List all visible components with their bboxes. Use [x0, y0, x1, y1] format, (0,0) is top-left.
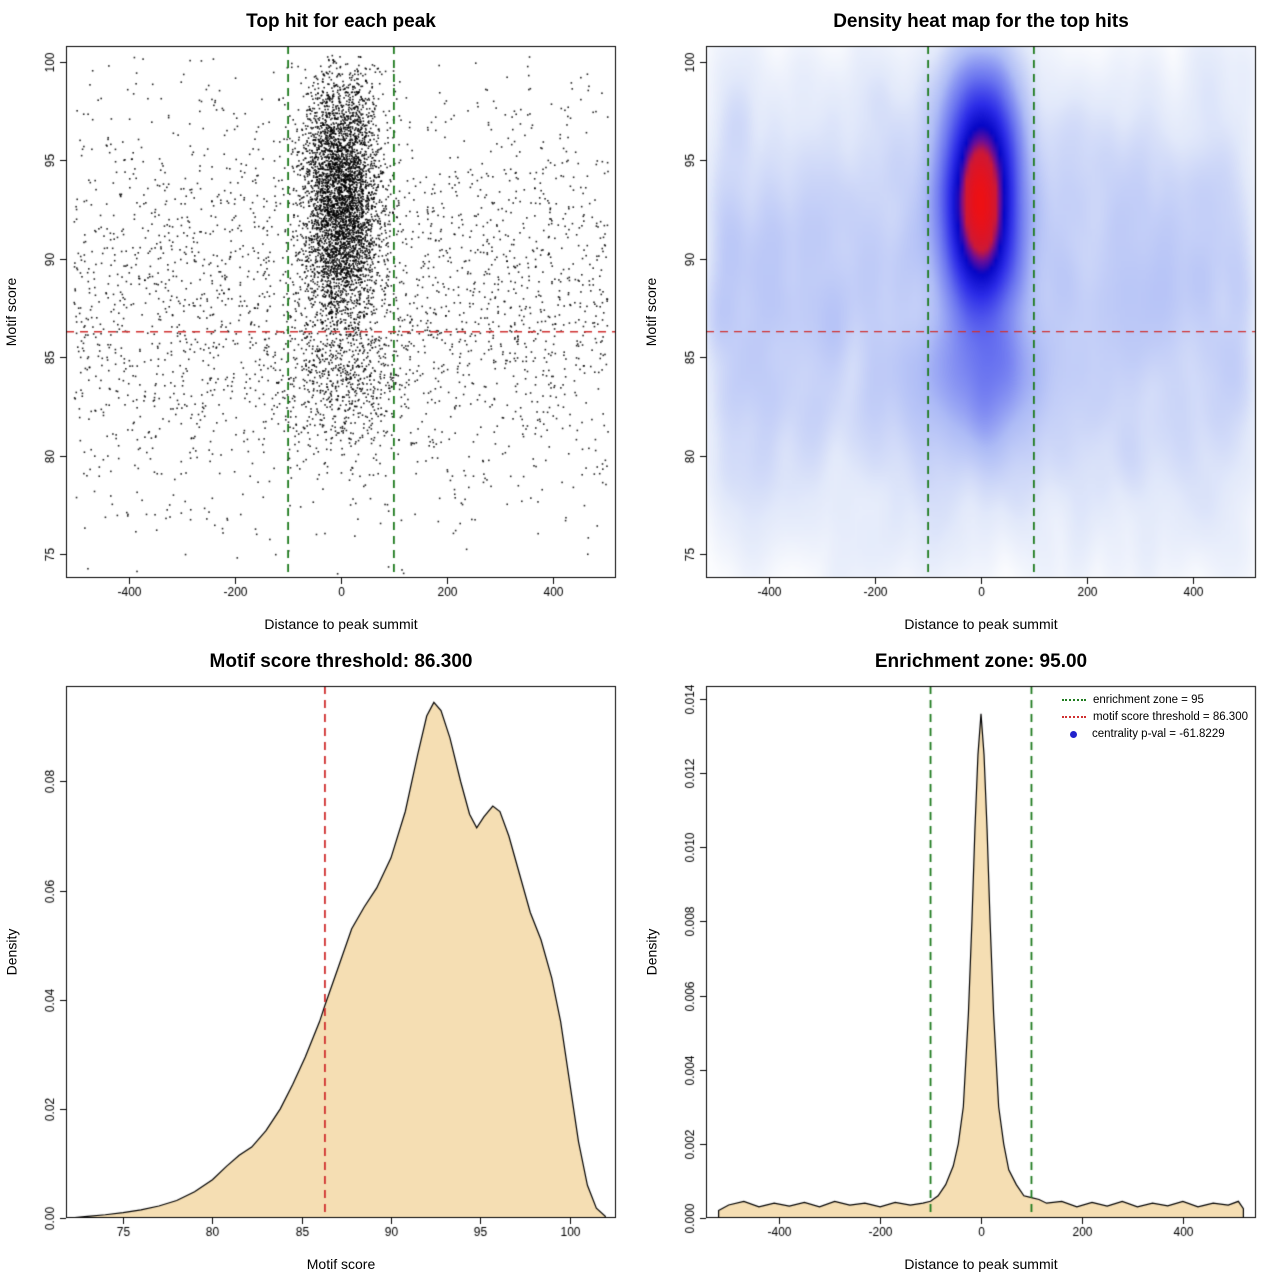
heatmap-title: Density heat map for the top hits: [833, 11, 1129, 32]
score-density-canvas: [0, 640, 640, 1280]
green-dotted-line-swatch: [1061, 699, 1086, 701]
distance-density-ylabel: Density: [643, 928, 659, 976]
panel-score-density: Motif score threshold: 86.300 Density Mo…: [0, 640, 640, 1280]
panel-heatmap: Density heat map for the top hits Motif …: [640, 0, 1280, 640]
heatmap-ylabel-wrap: Motif score: [640, 46, 662, 578]
scatter-canvas: [0, 0, 640, 640]
legend: enrichment zone = 95 motif score thresho…: [1061, 694, 1248, 740]
heatmap-xlabel: Distance to peak summit: [904, 616, 1058, 632]
distance-density-xlabel: Distance to peak summit: [904, 1256, 1058, 1272]
distance-density-canvas: [640, 640, 1280, 1280]
legend-item-centrality: centrality p-val = -61.8229: [1062, 728, 1248, 740]
scatter-ylabel-wrap: Motif score: [0, 46, 22, 578]
score-density-ylabel-wrap: Density: [0, 686, 22, 1218]
scatter-xlabel: Distance to peak summit: [264, 616, 418, 632]
legend-item-enrichment-zone: enrichment zone = 95: [1061, 694, 1248, 706]
legend-label: enrichment zone = 95: [1092, 694, 1204, 706]
score-density-xlabel: Motif score: [306, 1256, 376, 1272]
heatmap-ylabel: Motif score: [643, 277, 659, 347]
scatter-ylabel: Motif score: [3, 277, 19, 347]
distance-density-title: Enrichment zone: 95.00: [874, 651, 1088, 672]
distance-density-ylabel-wrap: Density: [640, 686, 662, 1218]
score-density-ylabel: Density: [3, 928, 19, 976]
blue-point-swatch: [1069, 730, 1077, 738]
panel-distance-density: Enrichment zone: 95.00 Density Distance …: [640, 640, 1280, 1280]
legend-label: centrality p-val = -61.8229: [1091, 728, 1225, 740]
legend-item-threshold: motif score threshold = 86.300: [1061, 711, 1248, 723]
red-dotted-line-swatch: [1061, 716, 1086, 718]
panel-scatter: Top hit for each peak Motif score Distan…: [0, 0, 640, 640]
legend-label: motif score threshold = 86.300: [1092, 711, 1248, 723]
scatter-title: Top hit for each peak: [246, 11, 436, 32]
heatmap-canvas: [640, 0, 1280, 640]
score-density-title: Motif score threshold: 86.300: [209, 651, 473, 672]
